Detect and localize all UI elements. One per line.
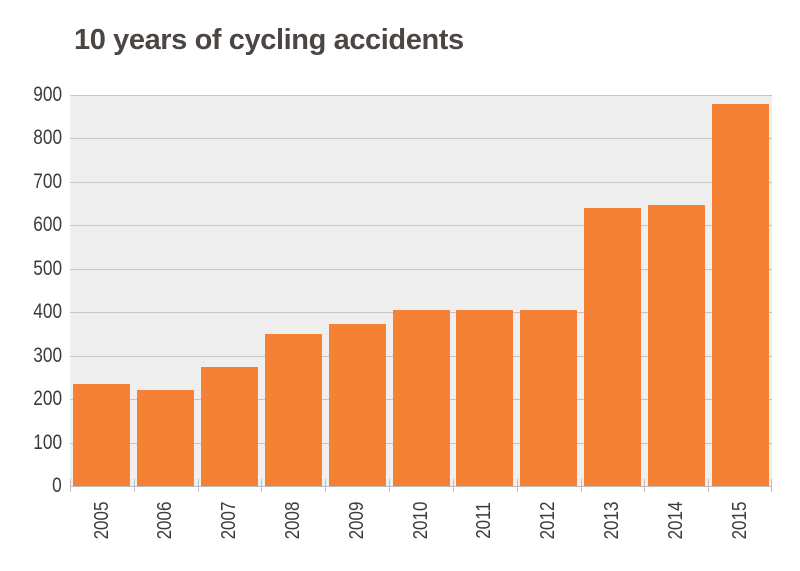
x-tick-mark: [133, 479, 135, 492]
x-tick-mark: [197, 479, 199, 492]
bar-2005: [73, 383, 131, 486]
y-tick-label: 800: [33, 126, 62, 150]
bar-2010: [392, 310, 450, 486]
x-tick-mark: [580, 479, 582, 492]
x-tick-label: 2008: [281, 501, 304, 539]
bar-2012: [520, 310, 578, 486]
y-tick-label: 300: [33, 343, 62, 367]
y-tick-label: 100: [33, 430, 62, 454]
y-tick-label: 400: [33, 300, 62, 324]
x-tick-mark: [771, 479, 772, 492]
x-tick-mark: [516, 479, 518, 492]
bar-2009: [328, 323, 386, 486]
bar-2008: [264, 333, 322, 486]
gridline: [70, 95, 772, 96]
bar-2013: [583, 207, 641, 486]
x-tick-label: 2010: [409, 501, 432, 539]
bar-2015: [711, 103, 769, 486]
x-tick-label: 2015: [728, 501, 751, 539]
x-tick-mark: [708, 479, 710, 492]
y-tick-label: 500: [33, 256, 62, 280]
bar-2014: [647, 205, 705, 486]
x-tick-label: 2011: [473, 501, 496, 539]
x-tick-mark: [644, 479, 646, 492]
x-tick-label: 2014: [664, 501, 687, 539]
plot-area: [70, 95, 772, 492]
x-tick-label: 2007: [218, 501, 241, 539]
x-tick-mark: [389, 479, 391, 492]
bar-2007: [201, 366, 259, 486]
bar-2011: [456, 310, 514, 486]
x-tick-label: 2009: [345, 501, 368, 539]
y-tick-label: 700: [33, 169, 62, 193]
gridline: [70, 268, 772, 270]
gridline: [70, 138, 772, 140]
x-tick-mark: [261, 479, 263, 492]
x-tick-label: 2012: [537, 501, 560, 539]
x-tick-label: 2013: [600, 501, 623, 539]
bar-2006: [137, 390, 195, 486]
y-tick-label: 0: [52, 474, 62, 497]
x-tick-mark: [452, 479, 454, 492]
x-tick-label: 2005: [90, 501, 113, 539]
y-tick-label: 600: [33, 213, 62, 237]
x-tick-mark: [70, 479, 71, 492]
x-tick-mark: [325, 479, 327, 492]
chart-title: 10 years of cycling accidents: [74, 24, 464, 56]
x-tick-label: 2006: [154, 501, 177, 539]
gridline: [70, 181, 772, 183]
gridline: [70, 225, 772, 227]
y-tick-label: 900: [33, 83, 62, 106]
y-tick-label: 200: [33, 387, 62, 411]
